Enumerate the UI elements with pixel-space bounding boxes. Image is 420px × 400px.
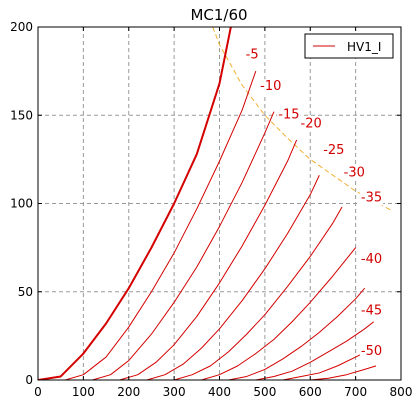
curve-label: -50 <box>361 344 382 359</box>
curve-label-background <box>259 79 283 95</box>
plate-curve--30 <box>201 247 357 380</box>
plate-curve--20 <box>146 175 320 380</box>
plate-curve--35 <box>228 287 366 380</box>
plate-curve--40 <box>255 321 375 380</box>
curve-label: -25 <box>323 143 344 158</box>
plate-curve--50 <box>310 365 377 380</box>
curve-labels: -5 -10 -15-20-25-30 -35 -40 -45 -50 <box>244 47 384 359</box>
x-tick-label: 300 <box>163 385 186 399</box>
plate-curve--25 <box>173 206 343 380</box>
curve-label-background <box>359 303 384 319</box>
y-tick-label: 0 <box>25 373 33 387</box>
legend: HV1_I <box>304 33 394 59</box>
x-tick-label: 200 <box>117 385 140 399</box>
curve-label-background <box>322 142 346 158</box>
curve-label: -30 <box>344 166 365 181</box>
curve-label-background <box>359 190 384 206</box>
curve-label: -45 <box>361 303 382 318</box>
x-tick-label: 800 <box>390 385 413 399</box>
curve-label-background <box>244 47 260 63</box>
plate-curve--15 <box>119 139 298 380</box>
plate-curve--45 <box>282 347 374 380</box>
curve-label: -35 <box>361 190 382 205</box>
plate-curve--10 <box>92 111 275 380</box>
x-tick-label: 500 <box>253 385 276 399</box>
curve-label: -5 <box>246 47 259 62</box>
curve-label: -40 <box>361 252 382 267</box>
curve-label-background <box>277 107 301 123</box>
x-tick-label: 700 <box>344 385 367 399</box>
x-tick-label: 400 <box>208 385 231 399</box>
plate-curve-0 <box>38 27 232 380</box>
plate-curves <box>38 27 377 380</box>
curve-label-background <box>359 252 384 268</box>
curve-label: -10 <box>260 79 281 94</box>
x-tick-label: 100 <box>72 385 95 399</box>
x-tick-label: 600 <box>299 385 322 399</box>
plate-curve--5 <box>65 70 257 380</box>
curve-label-background <box>359 343 384 359</box>
y-tick-label: 150 <box>10 108 33 122</box>
curve-label: -15 <box>278 107 299 122</box>
curve-label: -20 <box>301 116 322 131</box>
curve-label-background <box>299 116 323 132</box>
y-tick-label: 100 <box>10 197 33 211</box>
curve-label-background <box>342 165 366 181</box>
x-tick-label: 0 <box>34 385 42 399</box>
legend-label: HV1_I <box>347 40 381 54</box>
axis-ticks: 0 100 200 300 400 500 600 700 800 0 50 100 150 200 <box>10 20 412 399</box>
chart-title: MC1/60 <box>190 6 247 24</box>
y-tick-label: 50 <box>18 285 33 299</box>
y-tick-label: 200 <box>10 20 33 34</box>
